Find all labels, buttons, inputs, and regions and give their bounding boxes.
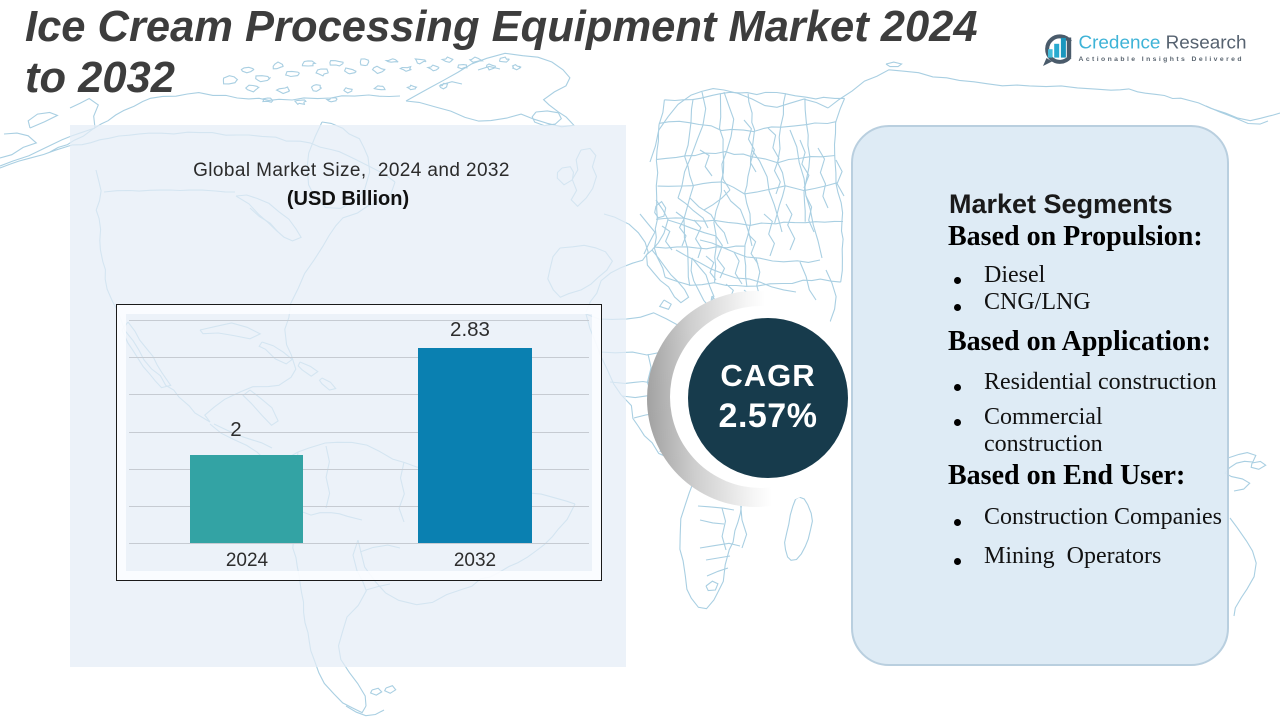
svg-text:Actionable Insights Delivered: Actionable Insights Delivered: [1079, 56, 1244, 63]
svg-text:Credence Research: Credence Research: [1079, 32, 1247, 53]
